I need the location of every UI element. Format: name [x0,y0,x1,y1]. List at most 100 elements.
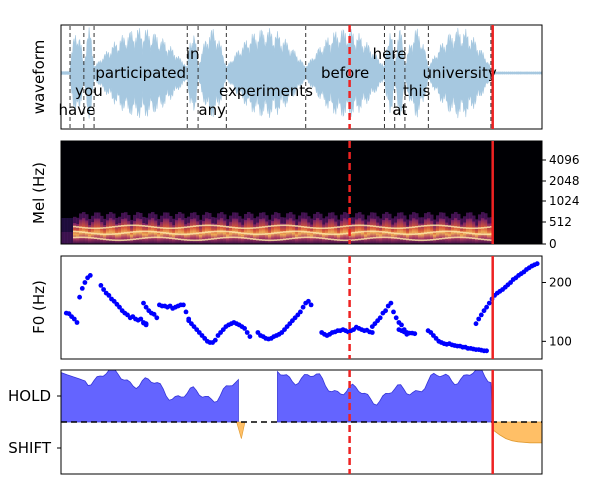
f0-point [244,330,250,335]
mel-harmonic [79,226,83,229]
mel-harmonic [226,230,230,233]
mel-harmonic [265,239,269,242]
hold-area [277,370,494,423]
mel-harmonic [355,238,359,241]
mel-harmonic [364,224,368,227]
mel-harmonic [478,227,482,229]
mel-cell-upper [304,212,308,219]
mel-harmonic [121,239,125,242]
mel-harmonic [460,226,464,229]
mel-harmonic [118,232,122,235]
word-label: before [321,64,369,82]
mel-harmonic [307,226,311,229]
mel-harmonic [433,238,437,241]
mel-harmonic [82,236,86,239]
mel-harmonic [364,237,368,240]
mel-harmonic [157,236,161,239]
mel-harmonic [217,237,221,240]
mel-cell-upper [310,218,314,225]
mel-cell [316,218,320,244]
mel-cell-upper [403,215,407,222]
mel-harmonic [340,239,344,242]
mel-harmonic [103,227,107,229]
mel-cell-upper [457,213,461,220]
mel-harmonic [172,237,176,240]
mel-harmonic [100,233,104,235]
mel-cell-upper [436,215,440,222]
mel-harmonic [274,232,278,234]
mel-harmonic [448,225,452,228]
mel-axes-frame [60,140,543,245]
mel-harmonic [142,225,146,227]
mel-harmonic [469,237,473,239]
mel-harmonic [304,236,308,239]
mel-harmonic [157,231,161,233]
mel-cell [319,219,323,244]
f0-point [369,330,375,335]
mel-harmonic [76,230,80,233]
mel-harmonic [103,238,107,241]
mel-harmonic [280,238,284,241]
mel-harmonic [232,236,236,239]
mel-cell [112,219,116,244]
mel-harmonic [463,227,467,229]
mel-tick-label: 2048 [549,174,580,188]
mel-cell-upper [397,212,401,219]
f0-point [476,316,482,322]
mel-harmonic [208,231,212,233]
mel-cell [346,219,350,244]
mel-harmonic [172,233,176,235]
mel-harmonic [328,233,332,236]
mel-cell-upper [445,216,449,223]
mel-harmonic [475,227,479,230]
mel-cell-upper [409,214,413,221]
mel-harmonic [331,233,335,236]
mel-harmonic [136,224,140,227]
mel-tick-label: 4096 [549,153,580,167]
turn-tick-label: HOLD [8,387,51,405]
mel-harmonic [139,230,143,233]
mel-cell-upper [328,212,332,219]
mel-harmonic [85,231,89,234]
mel-harmonic [319,227,323,230]
mel-harmonic [220,237,224,239]
mel-harmonic [439,237,443,240]
mel-harmonic [322,232,326,235]
mel-cell-upper [478,214,482,221]
mel-harmonic [118,225,122,227]
word-label: have [59,101,96,119]
mel-cell-upper [265,215,269,222]
mel-harmonic [376,236,380,239]
mel-harmonic [475,237,479,240]
mel-harmonic [460,236,464,239]
mel-harmonic [220,230,224,233]
mel-harmonic [190,225,194,228]
mel-harmonic [163,232,167,234]
mel-harmonic [424,232,428,234]
mel-cell-upper [172,218,176,225]
mel-harmonic [268,225,272,228]
mel-cell-upper [487,217,491,224]
mel-harmonic [433,231,437,233]
mel-harmonic [175,238,179,240]
mel-harmonic [133,238,137,241]
mel-harmonic [262,226,266,228]
turn-taking-panel: HOLD SHIFT [8,369,543,475]
f0-point [383,308,388,314]
mel-cell-upper [286,213,290,220]
mel-harmonic [190,233,194,235]
mel-harmonic [352,224,356,227]
mel-cell-upper [199,219,203,226]
mel-cell-upper [289,212,293,219]
mel-harmonic [334,226,338,229]
mel-harmonic [394,227,398,230]
mel-harmonic [301,225,305,228]
mel-harmonic [271,225,275,227]
mel-cell [76,223,80,244]
mel-harmonic [73,230,77,233]
mel-harmonic [415,225,419,228]
f0-point [486,300,492,306]
mel-cell-upper [367,215,371,222]
mel-harmonic [202,239,206,241]
mel-harmonic [436,224,440,227]
